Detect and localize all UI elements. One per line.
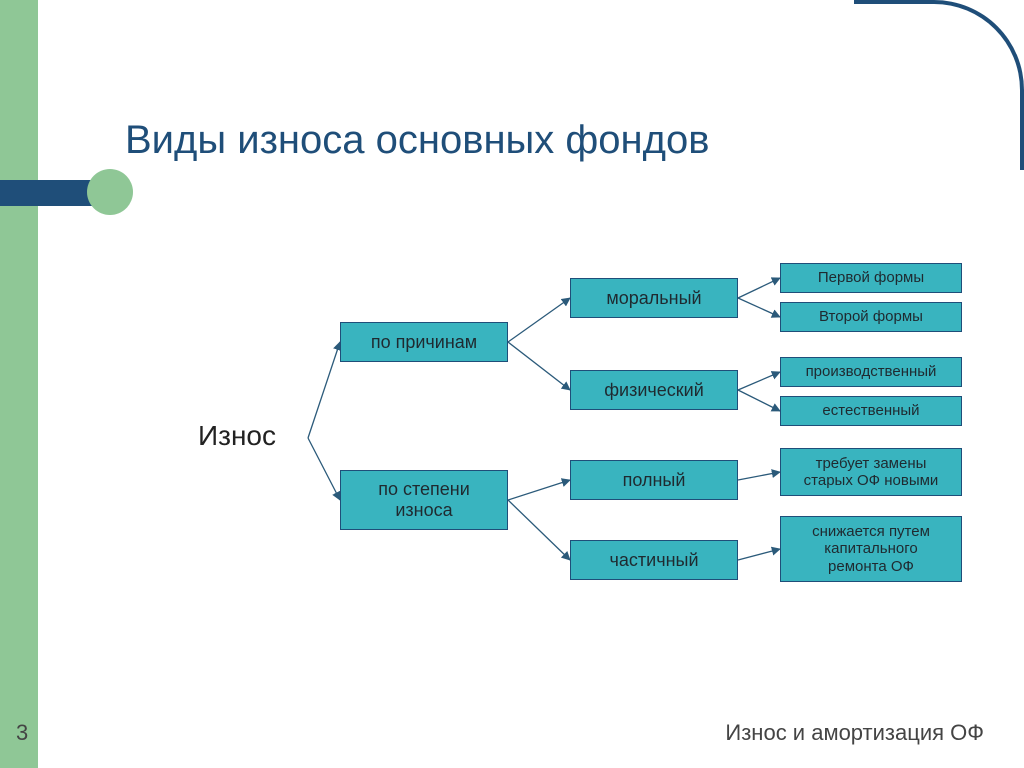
diagram-node-cap: снижается путемкапитальногоремонта ОФ (780, 516, 962, 582)
diagram-node-phys: физический (570, 370, 738, 410)
diagram-root-label: Износ (198, 420, 276, 452)
diagram-node-prod: производственный (780, 357, 962, 387)
diagram-node-degree: по степениизноса (340, 470, 508, 530)
diagram-node-repl: требует заменыстарых ОФ новыми (780, 448, 962, 496)
page-number: 3 (16, 720, 28, 746)
diagram-node-f1: Первой формы (780, 263, 962, 293)
diagram-node-cause: по причинам (340, 322, 508, 362)
slide-footer: Износ и амортизация ОФ (725, 720, 984, 746)
diagram-node-part: частичный (570, 540, 738, 580)
diagram-node-full: полный (570, 460, 738, 500)
diagram-node-moral: моральный (570, 278, 738, 318)
diagram-node-nat: естественный (780, 396, 962, 426)
diagram-node-f2: Второй формы (780, 302, 962, 332)
